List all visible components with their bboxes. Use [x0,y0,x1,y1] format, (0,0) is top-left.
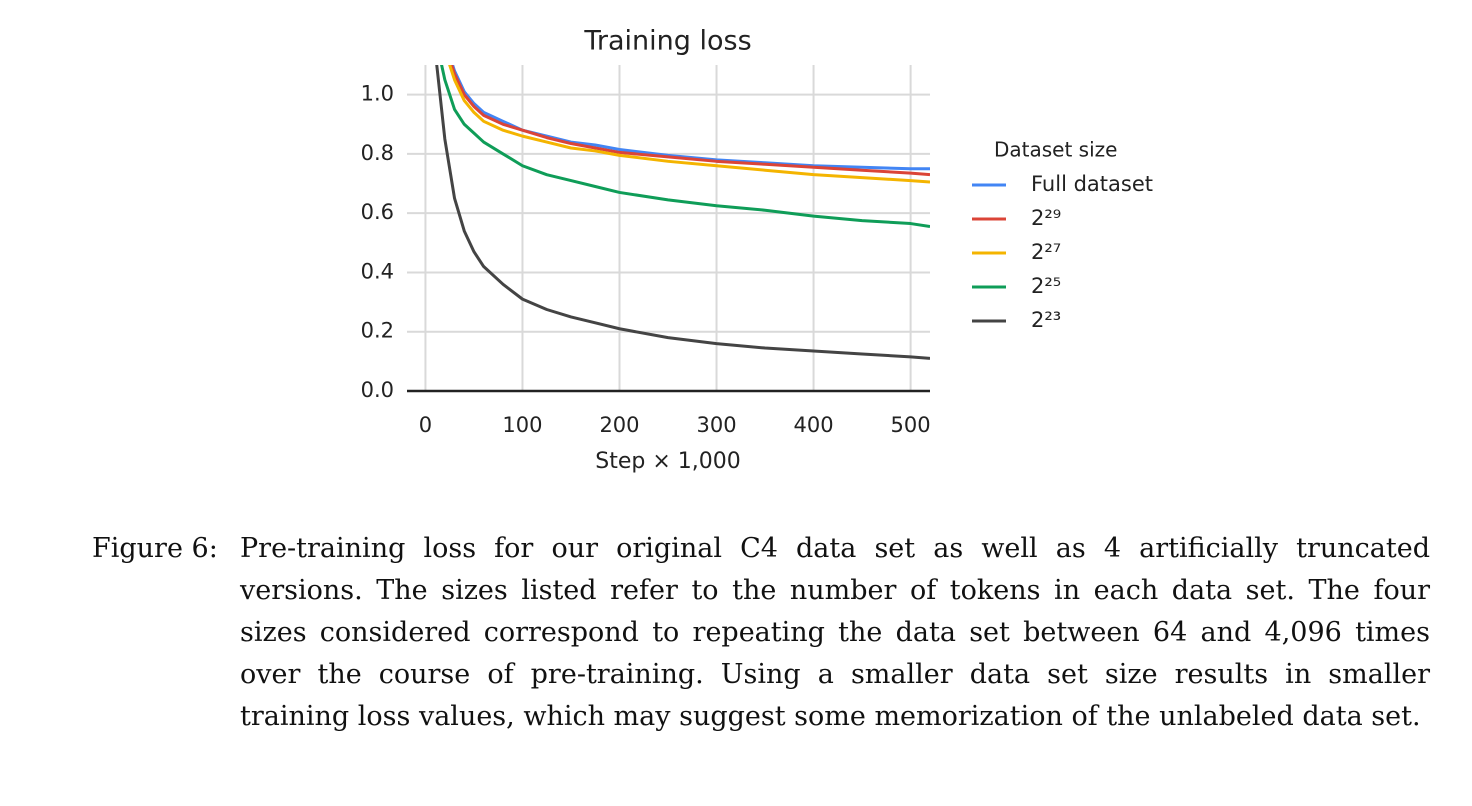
series-line [448,65,930,184]
legend-label: Full dataset [1031,172,1153,196]
legend-label: 2²³ [1031,308,1061,332]
y-tick-label: 0.0 [361,378,394,402]
y-tick-label: 0.2 [361,319,394,343]
x-tick-label: 400 [794,413,834,437]
x-tick-label: 100 [502,413,542,437]
caption-text: Pre-training loss for our original C4 da… [240,533,1430,732]
legend-label: 2²⁵ [1031,274,1061,298]
legend-label: 2²⁹ [1031,206,1061,230]
chart: Training loss Step × 1,000 Dataset size … [361,26,1153,475]
legend-label: 2²⁷ [1031,240,1061,264]
y-tick-label: 0.4 [361,259,394,283]
series-line [440,65,930,229]
series-line [450,65,930,177]
x-tick-label: 200 [599,413,639,437]
x-tick-label: 500 [891,413,931,437]
caption: Figure 6: Pre-training loss for our orig… [92,528,1430,738]
y-tick-label: 0.8 [361,141,394,165]
plot-area [435,65,930,360]
chart-title: Training loss [583,26,751,57]
legend-title: Dataset size [994,138,1117,162]
series-line [435,65,930,360]
caption-label: Figure 6: [92,533,218,564]
x-axis-label: Step × 1,000 [595,449,741,474]
y-tick-label: 1.0 [361,82,394,106]
x-tick-label: 0 [419,413,432,437]
y-tick-label: 0.6 [361,200,394,224]
x-tick-label: 300 [696,413,736,437]
